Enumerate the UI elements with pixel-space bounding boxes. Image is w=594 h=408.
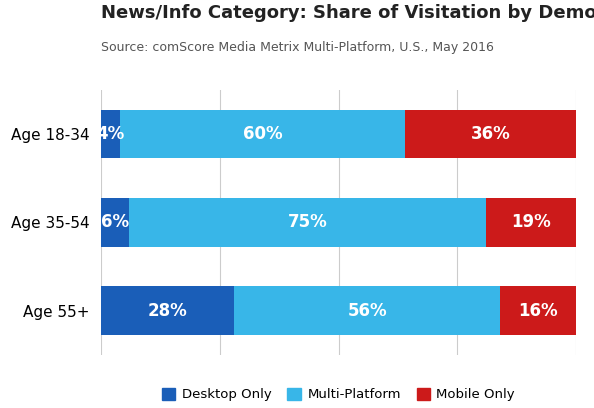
Text: 16%: 16% xyxy=(519,302,558,320)
Text: News/Info Category: Share of Visitation by Demographic: News/Info Category: Share of Visitation … xyxy=(101,4,594,22)
Text: 4%: 4% xyxy=(96,125,125,143)
Text: 6%: 6% xyxy=(101,213,129,231)
Bar xyxy=(101,286,234,335)
Text: Source: comScore Media Metrix Multi-Platform, U.S., May 2016: Source: comScore Media Metrix Multi-Plat… xyxy=(101,41,494,54)
Text: 75%: 75% xyxy=(288,213,327,231)
Legend: Desktop Only, Multi-Platform, Mobile Only: Desktop Only, Multi-Platform, Mobile Onl… xyxy=(157,383,520,407)
Text: 60%: 60% xyxy=(243,125,282,143)
Text: 28%: 28% xyxy=(148,302,187,320)
Text: 36%: 36% xyxy=(471,125,510,143)
Bar xyxy=(405,110,576,158)
Bar xyxy=(120,110,405,158)
Bar xyxy=(101,110,120,158)
Bar xyxy=(129,198,486,247)
Bar xyxy=(500,286,576,335)
Bar xyxy=(234,286,500,335)
Bar xyxy=(101,198,129,247)
Text: 19%: 19% xyxy=(511,213,551,231)
Text: 56%: 56% xyxy=(347,302,387,320)
Bar xyxy=(486,198,576,247)
